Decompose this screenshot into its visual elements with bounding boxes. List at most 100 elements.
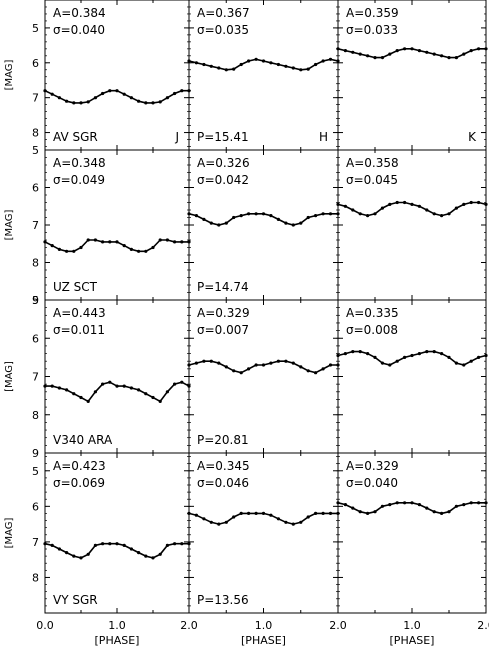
panel: 5 6 7 8 A=0.384 σ=0.040 AV SGR J [MAG] bbox=[4, 0, 191, 151]
data-point bbox=[144, 554, 148, 558]
data-point bbox=[202, 62, 206, 67]
amplitude-label: A=0.367 bbox=[197, 6, 250, 20]
data-point bbox=[57, 547, 62, 551]
data-point bbox=[306, 67, 310, 71]
data-point bbox=[137, 99, 141, 103]
data-point bbox=[129, 547, 133, 551]
data-point bbox=[93, 96, 97, 100]
data-point bbox=[306, 515, 310, 519]
data-point bbox=[417, 204, 421, 208]
data-point bbox=[321, 212, 325, 216]
data-point bbox=[358, 350, 362, 354]
x-tick-label: 1.0 bbox=[108, 619, 126, 632]
data-point bbox=[366, 352, 370, 356]
data-point bbox=[122, 384, 126, 388]
data-point bbox=[269, 513, 273, 517]
data-point bbox=[276, 217, 280, 221]
data-point bbox=[366, 54, 370, 58]
data-point bbox=[86, 100, 90, 104]
sigma-label: σ=0.049 bbox=[53, 173, 105, 187]
data-point bbox=[410, 501, 414, 505]
sigma-label: σ=0.008 bbox=[346, 323, 398, 337]
data-point bbox=[86, 552, 90, 556]
data-point bbox=[158, 100, 162, 104]
data-point bbox=[477, 47, 481, 51]
data-point bbox=[57, 386, 62, 390]
data-point bbox=[50, 543, 54, 548]
data-point bbox=[306, 369, 310, 373]
data-point bbox=[261, 212, 266, 216]
data-point bbox=[425, 50, 429, 54]
data-point bbox=[403, 200, 407, 205]
y-tick-label: 8 bbox=[32, 409, 39, 422]
data-point bbox=[462, 202, 466, 206]
data-point bbox=[79, 245, 83, 250]
data-point bbox=[447, 212, 451, 216]
data-point bbox=[469, 359, 473, 363]
data-point bbox=[202, 517, 206, 521]
data-point bbox=[187, 59, 191, 63]
y-axis-label: [MAG] bbox=[4, 361, 15, 392]
data-point bbox=[328, 212, 333, 216]
data-point bbox=[224, 221, 228, 225]
y-tick-label: 5 bbox=[32, 294, 39, 307]
data-point bbox=[108, 380, 112, 384]
data-point bbox=[380, 361, 384, 365]
data-point bbox=[173, 240, 177, 244]
data-point bbox=[388, 503, 392, 507]
data-point bbox=[247, 59, 251, 63]
y-tick-label: 6 bbox=[32, 57, 39, 70]
panel: A=0.367 σ=0.035 P=15.41 H bbox=[187, 0, 340, 151]
star-name-label: UZ SCT bbox=[53, 280, 98, 294]
data-point bbox=[254, 511, 258, 515]
data-point bbox=[173, 91, 177, 96]
data-point bbox=[122, 543, 126, 548]
y-tick-label: 8 bbox=[32, 127, 39, 140]
data-point bbox=[462, 52, 466, 56]
data-point bbox=[115, 240, 119, 244]
data-point bbox=[417, 503, 421, 507]
sigma-label: σ=0.011 bbox=[53, 323, 105, 337]
star-name-label: VY SGR bbox=[53, 593, 98, 607]
data-point bbox=[72, 392, 76, 396]
data-point bbox=[129, 247, 133, 251]
amplitude-label: A=0.348 bbox=[53, 156, 106, 170]
data-point bbox=[122, 92, 126, 96]
panel: A=0.359 σ=0.033 K bbox=[336, 0, 488, 151]
data-point bbox=[194, 214, 198, 218]
data-point bbox=[336, 202, 340, 206]
data-point bbox=[388, 52, 392, 56]
panel: A=0.329 σ=0.040 bbox=[336, 452, 488, 614]
data-point bbox=[43, 384, 47, 388]
data-point bbox=[57, 96, 62, 100]
data-point bbox=[425, 208, 429, 212]
x-axis-label: [PHASE] bbox=[95, 634, 140, 647]
data-point bbox=[165, 96, 169, 100]
data-point bbox=[239, 511, 243, 515]
sigma-label: σ=0.035 bbox=[197, 23, 249, 37]
x-tick-label: 2.0 bbox=[477, 619, 489, 632]
data-point bbox=[232, 67, 236, 71]
data-point bbox=[93, 543, 97, 548]
data-point bbox=[79, 556, 83, 560]
data-point bbox=[484, 501, 488, 505]
data-point bbox=[65, 551, 69, 555]
amplitude-label: A=0.345 bbox=[197, 459, 250, 473]
data-point bbox=[217, 522, 221, 526]
data-point bbox=[351, 350, 355, 354]
x-axis-label: [PHASE] bbox=[390, 634, 435, 647]
data-point bbox=[158, 552, 162, 556]
period-label: P=13.56 bbox=[197, 593, 249, 607]
data-point bbox=[403, 47, 407, 51]
data-point bbox=[380, 56, 384, 60]
data-point bbox=[447, 355, 451, 359]
data-point bbox=[194, 61, 198, 65]
data-point bbox=[388, 202, 392, 206]
data-point bbox=[86, 399, 90, 403]
data-point bbox=[417, 352, 421, 356]
data-point bbox=[144, 249, 148, 253]
data-point bbox=[336, 47, 340, 51]
data-point bbox=[115, 89, 119, 93]
data-point bbox=[454, 504, 458, 508]
data-point bbox=[417, 49, 421, 53]
